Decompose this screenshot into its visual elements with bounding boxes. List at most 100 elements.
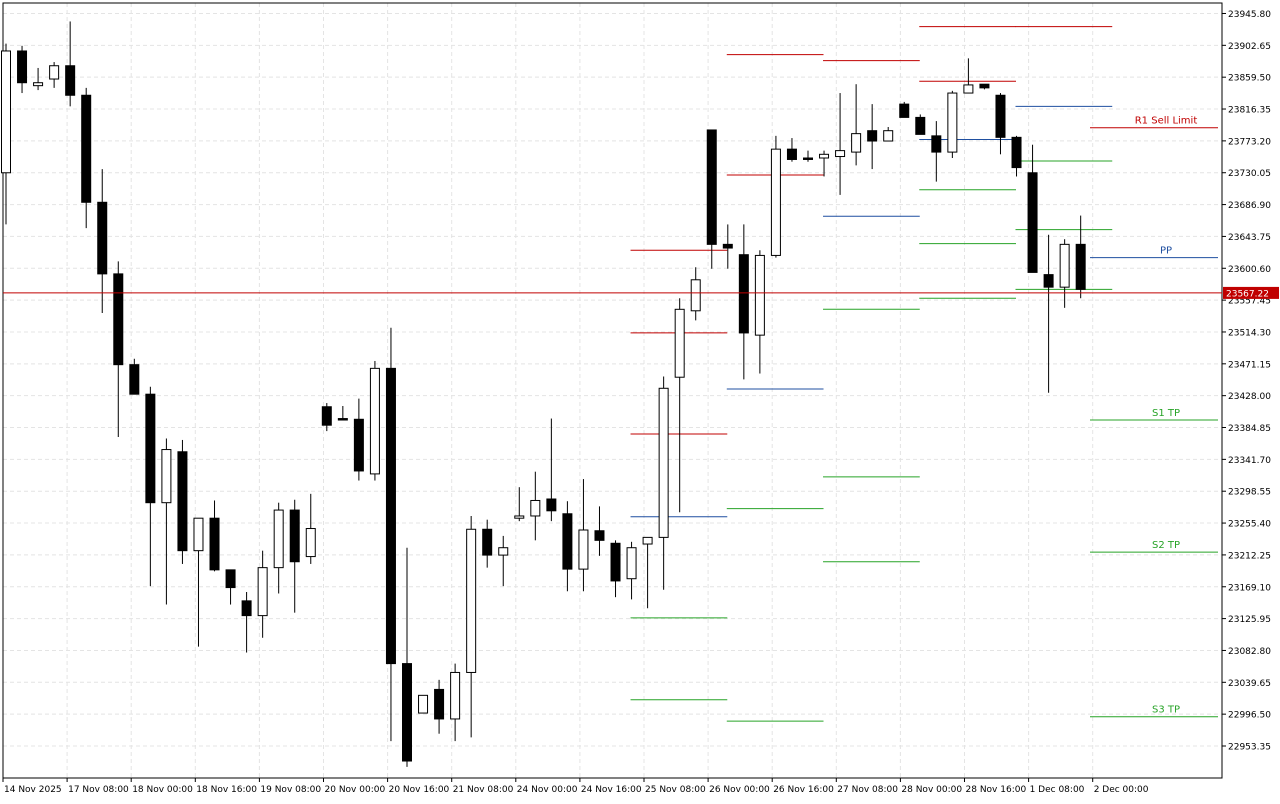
candle-body	[514, 515, 525, 519]
candle	[498, 535, 509, 587]
candle-body	[803, 157, 813, 160]
candle	[658, 376, 669, 590]
candle-body	[658, 387, 669, 538]
candle-body	[947, 92, 958, 153]
candle-body	[626, 547, 637, 580]
candle	[321, 403, 332, 432]
candle-body	[642, 536, 653, 545]
candle	[738, 224, 749, 380]
candle	[690, 267, 701, 321]
price-tag-box	[1223, 286, 1279, 299]
x-tick-label: 24 Nov 00:00	[517, 785, 578, 795]
candle-body	[369, 367, 380, 475]
annotation-label: S3 TP	[1152, 705, 1180, 716]
candle	[466, 515, 477, 738]
candle-body	[161, 449, 172, 504]
candle	[450, 663, 461, 742]
candle	[754, 250, 765, 374]
candle-body	[145, 393, 156, 504]
y-tick-label: 23514.30	[1228, 328, 1271, 338]
candle-body	[1059, 243, 1070, 288]
x-tick-label: 20 Nov 00:00	[325, 785, 386, 795]
candle-body	[241, 600, 252, 617]
candle-body	[722, 243, 733, 249]
candle	[97, 169, 108, 313]
candle	[1011, 135, 1022, 177]
candle-body	[835, 150, 846, 158]
x-tick-label: 20 Nov 16:00	[389, 785, 450, 795]
candle	[113, 261, 124, 437]
candle	[49, 62, 60, 88]
candle	[193, 517, 204, 647]
x-tick-label: 18 Nov 16:00	[196, 785, 257, 795]
y-tick-label: 22953.35	[1228, 743, 1271, 753]
candle	[915, 114, 926, 135]
y-tick-label: 23428.00	[1228, 392, 1271, 402]
candle-body	[337, 418, 348, 421]
y-tick-label: 23945.80	[1228, 10, 1271, 20]
annotation-label: R1 Sell Limit	[1135, 116, 1198, 127]
candle	[819, 150, 830, 177]
candle-body	[979, 83, 990, 89]
candle	[305, 493, 316, 564]
candle-body	[819, 153, 830, 159]
annotation-label: S2 TP	[1152, 540, 1180, 551]
candle-body	[899, 103, 910, 118]
x-axis: 14 Nov 2025 17 Nov 08:00 18 Nov 00:00 18 No…	[2, 778, 1149, 795]
candle-body	[177, 451, 188, 552]
y-tick-label: 22996.50	[1228, 711, 1271, 721]
candle	[546, 418, 557, 522]
candle-body	[1075, 243, 1086, 290]
candle-body	[578, 529, 589, 570]
y-tick-label: 23643.75	[1228, 233, 1271, 243]
candle	[1075, 215, 1086, 299]
candle	[257, 550, 268, 638]
x-tick-label: 14 Nov 2025	[4, 785, 62, 795]
candle	[803, 150, 813, 162]
candle-body	[1043, 274, 1054, 288]
candle	[241, 592, 252, 653]
candle-body	[915, 116, 926, 135]
candle-body	[209, 517, 220, 571]
candle-body	[963, 84, 974, 94]
candle	[867, 104, 878, 170]
candle-body	[273, 509, 284, 569]
candle	[209, 500, 220, 572]
candle	[835, 93, 846, 195]
candle-body	[546, 498, 557, 512]
y-tick-label: 23902.65	[1228, 42, 1271, 52]
candle	[225, 569, 236, 605]
candle	[626, 541, 637, 600]
candle	[129, 358, 140, 395]
candle	[65, 21, 76, 107]
candle	[851, 84, 862, 166]
candle	[1043, 234, 1054, 393]
x-tick-label: 26 Nov 00:00	[709, 785, 770, 795]
candle-body	[305, 528, 316, 558]
candle-body	[49, 65, 60, 80]
candle	[995, 93, 1006, 155]
x-tick-label: 26 Nov 16:00	[773, 785, 834, 795]
candle-body	[674, 308, 685, 378]
candle-body	[113, 273, 124, 366]
candle	[434, 679, 445, 734]
x-tick-label: 25 Nov 08:00	[645, 785, 706, 795]
y-tick-label: 23255.40	[1228, 520, 1271, 530]
candle-body	[402, 663, 412, 762]
y-tick-label: 23816.35	[1228, 106, 1271, 116]
candle	[161, 438, 172, 605]
candle	[353, 398, 364, 481]
candle-body	[1, 50, 11, 174]
candle	[578, 479, 589, 592]
candle-body	[770, 148, 781, 256]
candle-body	[129, 364, 140, 395]
candle-body	[786, 148, 797, 160]
candle	[385, 327, 396, 742]
candle	[81, 87, 92, 229]
candle	[145, 386, 156, 587]
candle	[786, 138, 797, 162]
candle	[706, 129, 717, 269]
candle-body	[530, 499, 541, 517]
candle	[770, 135, 781, 258]
candle-body	[225, 569, 236, 589]
